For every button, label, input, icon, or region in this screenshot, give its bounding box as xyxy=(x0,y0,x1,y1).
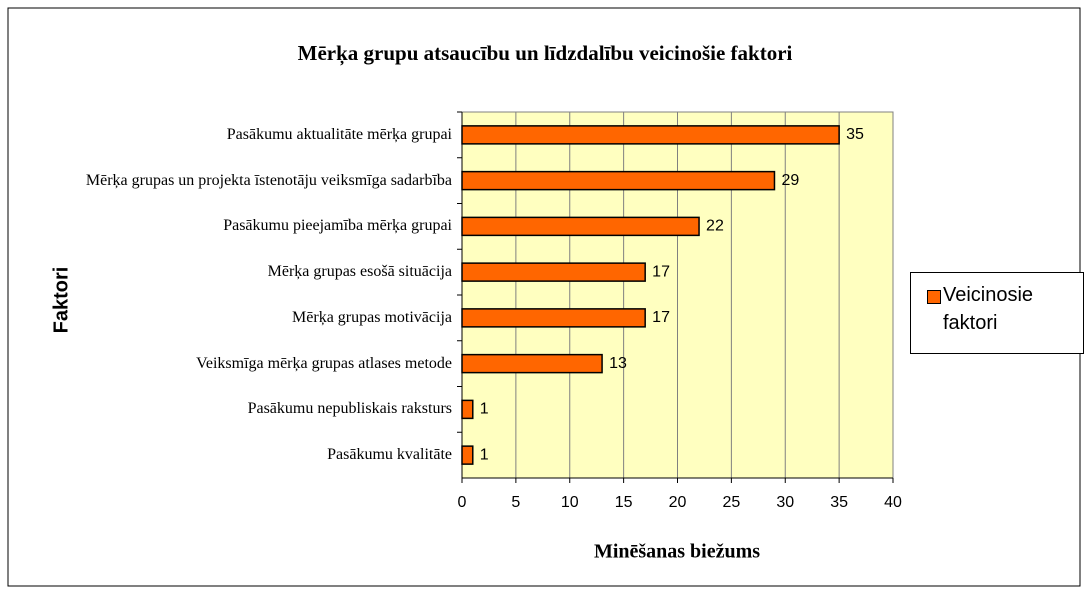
chart-title: Mērķa grupu atsaucību un līdzdalību veic… xyxy=(298,41,793,66)
x-tick-label: 10 xyxy=(561,494,579,511)
x-tick-label: 35 xyxy=(830,494,848,511)
data-label: 13 xyxy=(609,355,627,372)
x-axis-title: Minēšanas biežums xyxy=(594,541,760,563)
y-tick-label: Pasākumu aktualitāte mērķa grupai xyxy=(226,125,452,143)
bar xyxy=(461,445,474,465)
x-tick-label: 40 xyxy=(884,494,902,511)
y-tick-label: Mērķa grupas un projekta īstenotāju veik… xyxy=(85,171,452,189)
y-axis-title: Faktori xyxy=(50,267,72,334)
x-tick-label: 20 xyxy=(669,494,687,511)
bar xyxy=(461,308,646,328)
bar xyxy=(461,353,603,374)
y-tick-label: Pasākumu kvalitāte xyxy=(327,446,452,464)
y-tick-label: Pasākumu pieejamība mērķa grupai xyxy=(223,217,452,235)
x-tick-label: 25 xyxy=(722,494,740,511)
y-tick-label: Mērķa grupas esošā situācija xyxy=(267,263,452,281)
legend-label: Veicinosie faktori xyxy=(943,284,1034,334)
x-tick-label: 15 xyxy=(615,494,633,511)
data-label: 17 xyxy=(652,309,670,326)
x-tick-label: 5 xyxy=(511,494,520,511)
legend: Veicinosie faktori xyxy=(910,272,1084,354)
data-label: 1 xyxy=(480,401,489,418)
legend-swatch xyxy=(927,290,941,304)
bar xyxy=(461,170,776,191)
data-label: 17 xyxy=(652,263,670,280)
data-label: 29 xyxy=(781,172,799,189)
bar xyxy=(461,216,700,237)
bar xyxy=(461,262,646,282)
data-label: 22 xyxy=(706,218,724,235)
data-label: 35 xyxy=(846,126,864,143)
y-tick-label: Veiksmīga mērķa grupas atlases metode xyxy=(196,354,452,372)
bar xyxy=(461,125,840,145)
y-tick-label: Mērķa grupas motivācija xyxy=(292,308,452,326)
bar xyxy=(461,399,474,420)
x-tick-label: 30 xyxy=(776,494,794,511)
data-label: 1 xyxy=(480,446,489,463)
y-tick-label: Pasākumu nepubliskais raksturs xyxy=(247,400,452,418)
x-tick-label: 0 xyxy=(458,494,467,511)
